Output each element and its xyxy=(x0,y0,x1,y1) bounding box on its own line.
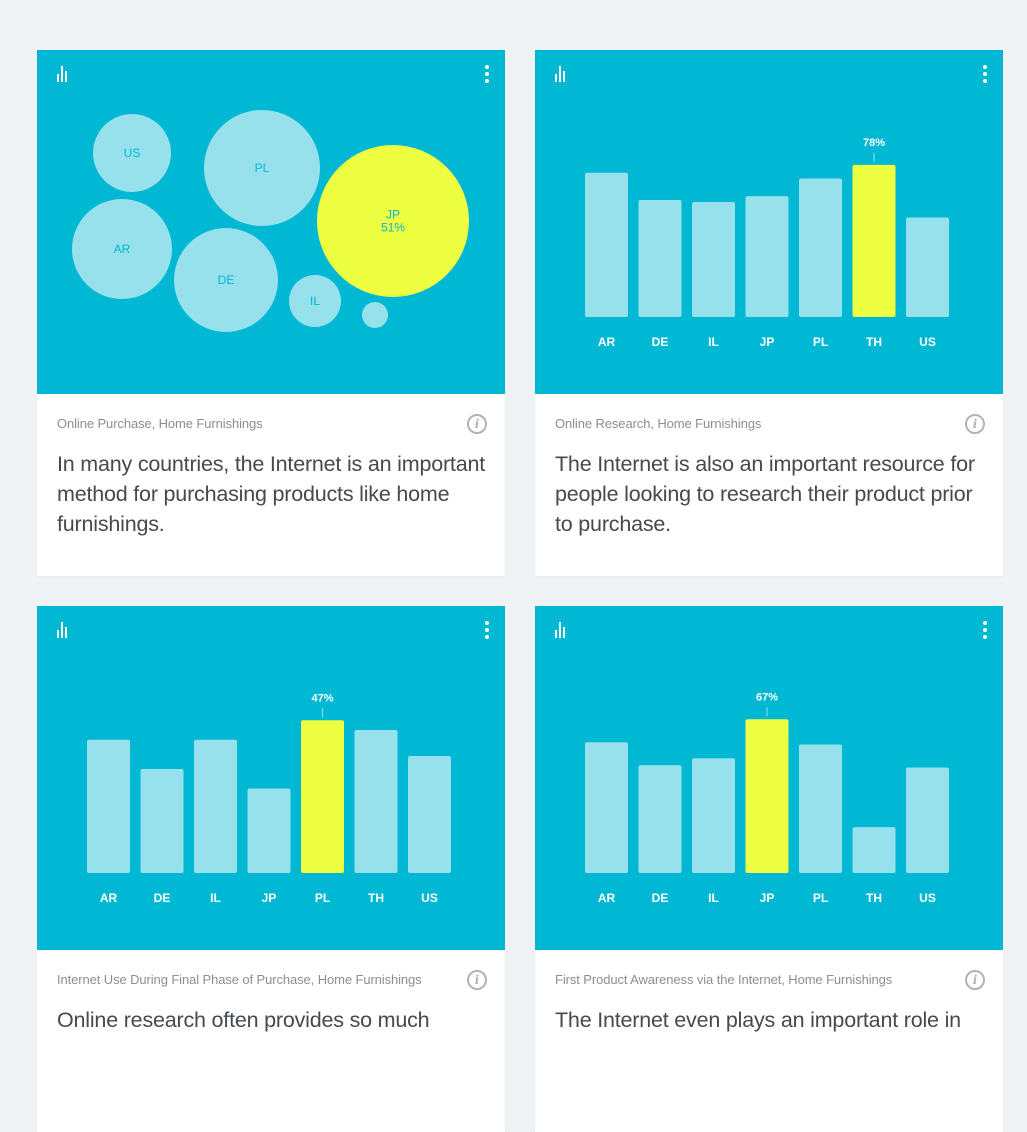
bar-us xyxy=(906,767,949,873)
data-label: 67% xyxy=(756,691,778,703)
tick-label: AR xyxy=(598,891,616,905)
chart-area: AR DE IL JP 67% PL TH US xyxy=(535,606,1003,950)
card-text: The Internet is also an important resour… xyxy=(555,452,975,536)
bar-ar xyxy=(87,739,130,873)
tick-label: PL xyxy=(813,891,828,905)
bar-chart: AR DE IL JP PL 47% TH US xyxy=(87,692,451,905)
bar-de xyxy=(638,200,682,317)
tick-label: US xyxy=(919,335,936,349)
bubble-us xyxy=(93,114,171,192)
bar-pl xyxy=(799,744,842,873)
card-tag: Online Research, Home Furnishings xyxy=(555,416,762,431)
bar-il xyxy=(194,739,237,873)
tick-label: US xyxy=(919,891,936,905)
bar-us xyxy=(408,756,451,873)
tick-label: DE xyxy=(154,891,171,905)
bar-chart-icon[interactable] xyxy=(555,66,569,82)
bubble-label: US xyxy=(124,146,141,160)
tick-label: PL xyxy=(813,335,828,349)
tick-label: DE xyxy=(652,335,669,349)
tick-label: US xyxy=(421,891,438,905)
card-text: The Internet even plays an important rol… xyxy=(555,1008,961,1032)
tick-label: PL xyxy=(315,891,330,905)
info-icon[interactable]: i xyxy=(467,414,487,434)
card-body: Online Purchase, Home Furnishings i In m… xyxy=(37,394,505,576)
card-online-research: AR DE IL JP PL TH 78% US Online Research, Home … xyxy=(535,50,1003,576)
more-vert-icon[interactable] xyxy=(981,621,989,639)
card-tag: Online Purchase, Home Furnishings xyxy=(57,416,263,431)
bubble-label: JP xyxy=(386,208,400,222)
bar-us xyxy=(906,217,949,317)
bar-chart-icon[interactable] xyxy=(57,66,71,82)
tick-label: JP xyxy=(760,335,775,349)
bar-pl xyxy=(799,178,842,317)
bar-chart-icon[interactable] xyxy=(57,622,71,638)
card-tag: Internet Use During Final Phase of Purch… xyxy=(57,972,422,987)
bubble-label: DE xyxy=(218,273,235,287)
bar-th xyxy=(852,164,896,317)
chart-area: AR DE IL JP PL 47% TH US xyxy=(37,606,505,950)
bar-de xyxy=(638,765,682,873)
card-first-awareness: AR DE IL JP 67% PL TH US First Product Awarenes… xyxy=(535,606,1003,1132)
bar-de xyxy=(140,769,184,873)
bar-jp xyxy=(745,719,789,873)
bar-pl xyxy=(301,720,344,873)
more-vert-icon[interactable] xyxy=(483,65,491,83)
bubble-ar xyxy=(72,199,172,299)
tick-label: TH xyxy=(866,891,882,905)
data-label: 78% xyxy=(863,137,885,149)
tick-label: DE xyxy=(652,891,669,905)
bar-ar xyxy=(585,742,628,873)
info-icon[interactable]: i xyxy=(467,970,487,990)
bar-il xyxy=(692,201,735,317)
bar-th xyxy=(852,827,896,873)
card-body: First Product Awareness via the Internet… xyxy=(535,950,1003,1132)
tick-label: JP xyxy=(760,891,775,905)
tick-label: IL xyxy=(708,335,719,349)
tick-label: AR xyxy=(598,335,616,349)
more-vert-icon[interactable] xyxy=(483,621,491,639)
data-label: 47% xyxy=(311,692,333,704)
bubble-jp xyxy=(317,145,469,297)
card-body: Internet Use During Final Phase of Purch… xyxy=(37,950,505,1132)
tick-label: AR xyxy=(100,891,118,905)
bubble-de xyxy=(174,228,278,332)
bar-il xyxy=(692,758,735,873)
bar-chart: AR DE IL JP 67% PL TH US xyxy=(585,691,949,905)
tick-label: JP xyxy=(262,891,277,905)
card-text: In many countries, the Internet is an im… xyxy=(57,452,485,536)
tick-label: TH xyxy=(368,891,384,905)
more-vert-icon[interactable] xyxy=(981,65,989,83)
tick-label: TH xyxy=(866,335,882,349)
bubble-label: AR xyxy=(114,242,131,256)
bar-jp xyxy=(745,196,789,317)
bar-th xyxy=(354,730,398,873)
chart-area: US PL JP 51% AR DE IL xyxy=(37,50,505,394)
tick-label: IL xyxy=(210,891,221,905)
bar-chart: AR DE IL JP PL TH 78% US xyxy=(585,137,949,349)
info-icon[interactable]: i xyxy=(965,970,985,990)
bar-ar xyxy=(585,172,628,317)
card-body: Online Research, Home Furnishings i The … xyxy=(535,394,1003,576)
card-final-phase: AR DE IL JP PL 47% TH US Internet Use During Fi… xyxy=(37,606,505,1132)
chart-area: AR DE IL JP PL TH 78% US xyxy=(535,50,1003,394)
bubble-pl xyxy=(204,110,320,226)
bubble-il xyxy=(289,275,341,327)
bubble-value: 51% xyxy=(381,221,405,235)
bubble-unlabeled xyxy=(362,302,388,328)
bar-jp xyxy=(247,788,291,873)
bar-chart-icon[interactable] xyxy=(555,622,569,638)
card-text: Online research often provides so much xyxy=(57,1008,430,1032)
info-icon[interactable]: i xyxy=(965,414,985,434)
bubble-label: IL xyxy=(310,294,320,308)
card-online-purchase: US PL JP 51% AR DE IL Online Purchase, Home Fu… xyxy=(37,50,505,576)
card-tag: First Product Awareness via the Internet… xyxy=(555,972,893,987)
bubble-label: PL xyxy=(255,161,270,175)
tick-label: IL xyxy=(708,891,719,905)
